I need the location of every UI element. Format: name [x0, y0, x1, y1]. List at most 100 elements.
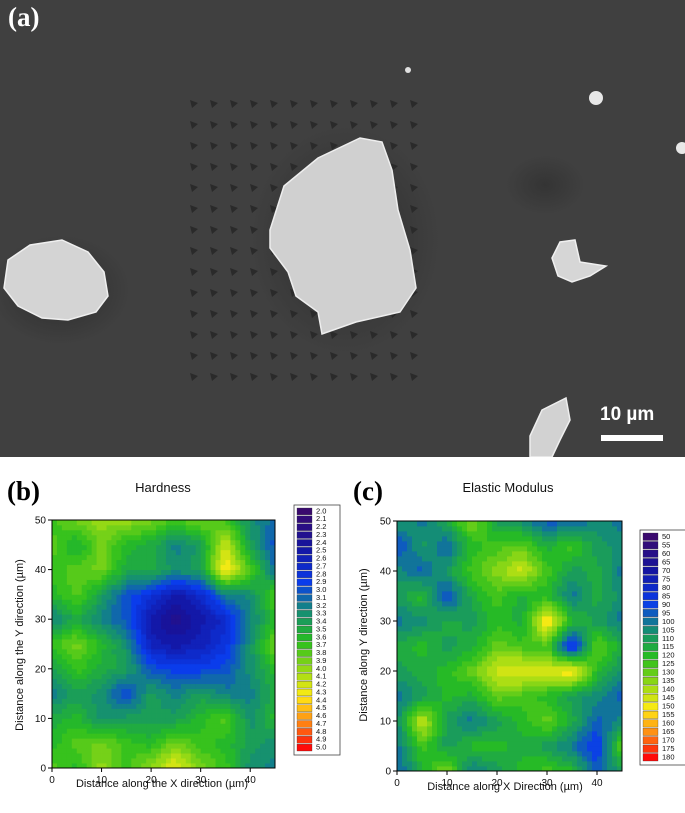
heatmap-cell: [517, 656, 523, 662]
heatmap-cell: [210, 569, 216, 575]
heatmap-cell: [106, 549, 112, 556]
heatmap-cell: [427, 621, 433, 627]
heatmap-cell: [165, 629, 172, 635]
heatmap-cell: [612, 751, 618, 757]
heatmap-cell: [477, 681, 483, 687]
heatmap-cell: [537, 576, 543, 582]
heatmap-cell: [190, 683, 197, 690]
heatmap-cell: [432, 636, 438, 642]
heatmap-cell: [492, 541, 498, 547]
heatmap-cell: [597, 586, 603, 592]
heatmap-cell: [542, 761, 548, 767]
legend-label: 3.2: [316, 601, 326, 610]
heatmap-cell: [582, 766, 588, 772]
heatmap-cell: [487, 531, 493, 537]
indent-mark: [270, 100, 278, 108]
heatmap-cell: [442, 551, 448, 557]
heatmap-cell: [612, 701, 618, 707]
heatmap-cell: [532, 591, 538, 597]
heatmap-cell: [161, 534, 167, 541]
heatmap-cell: [156, 614, 162, 620]
heatmap-cell: [111, 574, 117, 580]
heatmap-cell: [71, 733, 78, 739]
heatmap-cell: [502, 606, 508, 612]
heatmap-cell: [612, 566, 618, 572]
heatmap-cell: [457, 571, 463, 577]
heatmap-cell: [235, 644, 241, 650]
heatmap-cell: [582, 696, 588, 702]
heatmap-cell: [422, 536, 428, 542]
heatmap-cell: [220, 668, 226, 675]
heatmap-cell: [235, 629, 241, 635]
heatmap-cell: [472, 611, 478, 617]
heatmap-cell: [607, 731, 613, 737]
heatmap-cell: [472, 596, 478, 602]
heatmap-cell: [245, 609, 251, 615]
heatmap-cell: [512, 581, 518, 587]
heatmap-cell: [552, 736, 558, 742]
heatmap-cell: [457, 581, 463, 587]
heatmap-cell: [141, 624, 147, 630]
heatmap-cell: [607, 611, 613, 617]
heatmap-cell: [156, 728, 162, 734]
heatmap-cell: [170, 529, 177, 536]
indent-mark: [210, 268, 218, 276]
heatmap-cell: [597, 651, 603, 657]
heatmap-cell: [156, 539, 162, 546]
heatmap-cell: [56, 648, 63, 655]
heatmap-cell: [81, 648, 88, 655]
heatmap-cell: [537, 606, 543, 612]
heatmap-cell: [607, 746, 613, 752]
heatmap-cell: [557, 726, 563, 732]
heatmap-cell: [161, 683, 167, 690]
legend-label: 5.0: [316, 743, 326, 752]
panel-a-label: (a): [8, 2, 40, 32]
heatmap-cell: [81, 574, 88, 580]
heatmap-cell: [141, 520, 147, 526]
heatmap-cell: [452, 546, 458, 552]
heatmap-cell: [507, 546, 513, 552]
heatmap-cell: [81, 663, 88, 670]
heatmap-cell: [572, 696, 578, 702]
heatmap-cell: [552, 666, 558, 672]
heatmap-cell: [532, 581, 538, 587]
sem-image: [0, 67, 685, 457]
heatmap-cell: [185, 648, 192, 655]
heatmap-cell: [156, 748, 162, 754]
heatmap-cell: [537, 661, 543, 667]
heatmap-cell: [517, 636, 523, 642]
heatmap-cell: [432, 556, 438, 562]
heatmap-cell: [136, 539, 142, 546]
heatmap-cell: [195, 718, 202, 724]
heatmap-cell: [527, 706, 533, 712]
heatmap-cell: [507, 711, 513, 717]
heatmap-cell: [472, 641, 478, 647]
heatmap-cell: [210, 644, 216, 650]
heatmap-cell: [567, 676, 573, 682]
heatmap-cell: [592, 636, 598, 642]
heatmap-cell: [230, 644, 236, 650]
heatmap-cell: [141, 673, 147, 680]
heatmap-cell: [427, 521, 433, 527]
heatmap-cell: [205, 609, 211, 615]
heatmap-cell: [215, 599, 221, 605]
heatmap-cell: [270, 624, 276, 630]
legend-swatch: [296, 515, 313, 523]
indent-mark: [350, 100, 358, 108]
heatmap-cell: [532, 571, 538, 577]
heatmap-cell: [422, 736, 428, 742]
heatmap-cell: [116, 619, 122, 625]
heatmap-cell: [472, 551, 478, 557]
heatmap-cell: [507, 626, 513, 632]
heatmap-cell: [205, 599, 211, 605]
heatmap-cell: [592, 686, 598, 692]
heatmap-cell: [86, 524, 93, 531]
heatmap-cell: [417, 741, 423, 747]
heatmap-cell: [235, 569, 241, 575]
heatmap-cell: [136, 544, 142, 551]
legend-swatch: [296, 539, 313, 547]
heatmap-cell: [522, 646, 528, 652]
heatmap-cell: [607, 701, 613, 707]
heatmap-cell: [432, 676, 438, 682]
indent-mark: [250, 247, 258, 255]
